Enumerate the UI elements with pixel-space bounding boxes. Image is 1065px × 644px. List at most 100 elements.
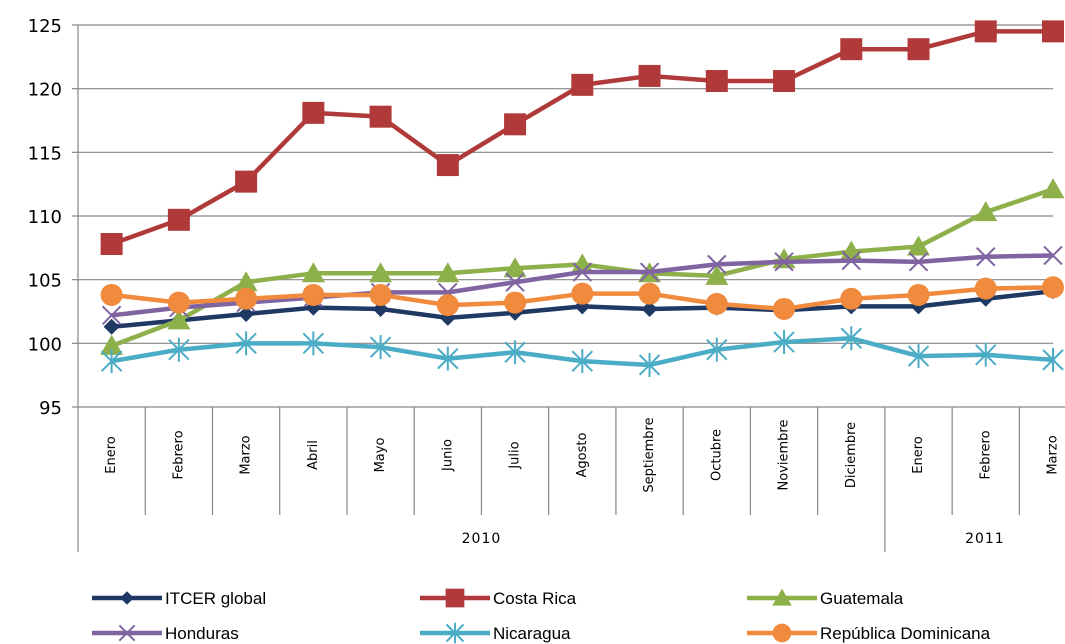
data-point-circle [705,292,728,315]
y-tick-label: 105 [28,271,62,292]
data-point-star [975,342,997,367]
series-group [100,20,1065,377]
data-point-x [101,305,122,326]
data-point-circle [436,294,459,317]
data-point-star [1042,347,1064,372]
x-tick-label: Agosto [575,433,590,478]
data-point-triangle [234,271,258,292]
legend-label: Honduras [165,624,239,643]
y-tick-label: 115 [28,143,62,164]
y-tick-label: 100 [28,334,62,355]
legend-label: Guatemala [820,589,904,608]
data-point-x [707,254,727,275]
data-point-circle [504,291,527,314]
x-tick-label: Noviembre [777,420,792,491]
data-point-square [436,154,459,177]
data-point-triangle [1041,178,1065,199]
x-tick-label: Octubre [709,429,724,481]
legend-item: Honduras [92,624,239,643]
data-point-square [302,101,325,124]
y-tick-label: 120 [28,80,62,101]
legend-label: Nicaragua [493,624,571,643]
data-point-star [504,340,526,365]
series-5 [100,276,1064,320]
data-point-x [572,262,593,282]
data-point-triangle [436,262,460,283]
data-point-circle [235,287,258,310]
data-point-star [907,344,930,369]
data-point-star [571,349,594,374]
data-point-circle [369,283,392,306]
data-point-x [118,624,136,642]
x-tick-label: Diciembre [844,422,859,488]
x-tick-label: Marzo [1046,435,1061,474]
data-point-square [235,170,258,193]
data-point-square [773,70,796,93]
data-point-star [100,349,123,374]
data-point-circle [840,287,863,310]
data-point-x [505,272,525,292]
data-point-x [908,252,929,272]
data-point-star [235,331,257,356]
data-point-square [840,38,863,61]
data-point-star [706,337,728,362]
data-point-star [168,337,190,362]
data-point-circle [638,282,661,305]
data-point-diamond [120,591,134,605]
x-tick-label: Febrero [171,430,186,479]
data-point-star [369,335,392,360]
x-tick-label: Julio [508,441,523,469]
data-point-square [100,233,123,256]
data-point-square [1042,20,1064,43]
data-point-triangle [301,262,325,283]
data-point-square [974,20,997,43]
x-tick-label: Junio [440,439,455,472]
x-tick-label: Septiembre [642,417,657,492]
data-point-circle [100,283,123,306]
x-group-label: 2010 [462,531,502,547]
x-group-label: 2011 [965,531,1005,547]
data-point-square [907,38,930,61]
data-point-circle [772,623,792,643]
data-point-square [167,208,190,231]
data-point-circle [167,291,190,314]
legend-label: ITCER global [165,589,266,608]
data-point-star [638,352,661,377]
series-1 [100,20,1064,256]
data-point-triangle [570,253,594,274]
data-point-x [841,250,861,271]
data-point-triangle [907,235,931,256]
series-4 [100,326,1064,377]
data-point-star [445,622,465,644]
legend-item: Costa Rica [420,588,577,608]
legend-item: República Dominicana [747,623,991,643]
data-point-triangle [100,334,124,355]
data-point-triangle [705,264,729,285]
data-point-square [705,70,728,93]
data-point-diamond [238,306,255,323]
x-tick-label: Enero [911,436,926,474]
data-point-square [638,64,661,87]
series-2 [100,178,1065,355]
y-tick-label: 110 [28,207,62,228]
data-point-x [976,247,996,267]
x-axis: Enero Febrero Marzo Abril Mayo Junio Julio Agos… [78,406,1065,552]
y-tick-label: 95 [39,398,62,419]
legend-label: República Dominicana [820,624,991,643]
data-point-circle [302,283,325,306]
data-point-diamond [103,318,120,335]
data-point-square [571,73,594,96]
data-point-star [773,330,795,355]
data-point-x [639,262,660,282]
data-point-circle [571,282,594,305]
data-point-square [445,588,465,608]
data-point-x [1043,245,1063,266]
data-point-triangle [369,262,393,283]
data-point-triangle [772,588,792,606]
legend-label: Costa Rica [493,589,577,608]
x-tick-label: Enero [104,436,119,474]
data-point-circle [1042,276,1064,299]
y-axis: 95 100 105 110 115 120 125 [28,16,79,552]
legend: ITCER global Costa Rica Guatemala Honduras N… [92,588,991,644]
